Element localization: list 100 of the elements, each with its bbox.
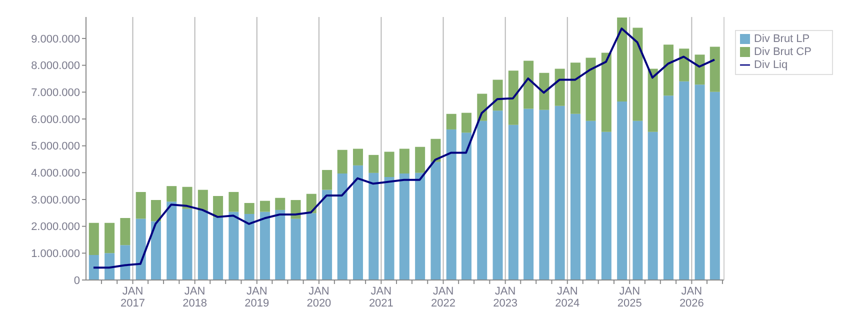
bar	[679, 81, 690, 280]
bar	[399, 173, 410, 280]
bar	[213, 196, 224, 218]
bar	[554, 68, 565, 106]
bar	[694, 54, 705, 85]
bar	[524, 60, 534, 109]
bar	[492, 110, 503, 280]
bar	[477, 120, 488, 280]
x-tick-label: JAN 2022	[431, 285, 456, 310]
bar	[150, 200, 161, 222]
legend-label: Div Brut LP	[754, 33, 810, 45]
bar	[663, 96, 674, 280]
y-tick-label: 9.000.000	[31, 33, 80, 46]
bar	[120, 245, 130, 280]
y-tick-label: 1.000.000	[31, 248, 80, 260]
bar	[104, 253, 115, 280]
bar	[88, 255, 99, 280]
bar	[710, 92, 720, 280]
bar	[275, 210, 286, 280]
bar	[213, 217, 224, 280]
bar	[601, 132, 612, 280]
bar	[430, 138, 441, 162]
line-series	[92, 28, 716, 269]
bar	[228, 192, 239, 212]
bar	[337, 150, 348, 174]
bar	[710, 46, 720, 92]
bar	[492, 80, 503, 111]
x-tick-label: JAN 2023	[493, 285, 518, 310]
y-tick-label: 4.000.000	[31, 168, 80, 180]
x-tick-label: JAN 2026	[679, 285, 704, 310]
bar	[648, 132, 658, 280]
bar	[198, 190, 208, 210]
bar	[648, 68, 658, 132]
bar	[104, 222, 115, 254]
bar	[166, 202, 177, 280]
y-tick-label: 5.000.000	[31, 140, 80, 153]
bar	[384, 176, 394, 280]
bar	[352, 165, 363, 280]
bar	[679, 48, 690, 82]
x-tick-label: JAN 2020	[306, 285, 332, 310]
bar	[260, 200, 270, 212]
x-tick-label: JAN 2021	[368, 285, 394, 310]
legend-label: Div Brut CP	[754, 46, 812, 58]
bar	[322, 170, 332, 190]
bar	[446, 129, 456, 280]
bar	[120, 218, 130, 246]
bar	[415, 172, 426, 280]
bar	[306, 213, 316, 280]
legend-label: Div Liq	[754, 59, 788, 71]
bar	[384, 152, 394, 177]
bar	[198, 210, 208, 280]
bar	[508, 124, 518, 280]
bar	[399, 148, 410, 174]
bar	[352, 148, 363, 166]
x-tick-label: JAN 2025	[617, 285, 642, 310]
x-tick-label: JAN 2017	[120, 285, 146, 310]
bar	[136, 192, 146, 219]
bar	[570, 62, 580, 114]
bar	[554, 106, 565, 280]
x-tick-label: JAN 2019	[244, 285, 270, 310]
bar	[166, 186, 177, 202]
bar	[290, 218, 301, 280]
bar	[632, 28, 643, 121]
bar	[617, 18, 628, 102]
bar	[415, 146, 426, 173]
bar	[150, 221, 161, 280]
y-tick-label: 7.000.000	[31, 87, 80, 100]
bar	[244, 214, 254, 280]
bar	[617, 102, 628, 280]
bar	[136, 218, 146, 280]
bar	[368, 154, 379, 173]
bar	[663, 44, 674, 96]
bar	[508, 70, 518, 125]
bar	[694, 84, 705, 280]
bar	[337, 173, 348, 280]
bar	[461, 132, 472, 280]
bar	[632, 120, 643, 280]
bar	[539, 110, 550, 280]
bar	[461, 112, 472, 133]
bar	[228, 212, 239, 280]
y-tick-label: 8.000.000	[31, 60, 80, 72]
bar	[182, 186, 192, 209]
x-tick-label: JAN 2024	[555, 285, 580, 310]
y-tick-label: 0	[74, 274, 80, 287]
bar	[260, 212, 270, 280]
bar	[539, 72, 550, 110]
y-tick-label: 2.000.000	[31, 221, 80, 234]
bar	[586, 120, 596, 280]
bar	[322, 190, 332, 280]
bar	[524, 108, 534, 280]
bar	[182, 208, 192, 280]
bar	[601, 52, 612, 132]
x-tick-label: JAN 2018	[182, 285, 208, 310]
bar	[446, 114, 456, 130]
y-tick-label: 3.000.000	[31, 194, 80, 206]
bar	[275, 198, 286, 210]
bar	[586, 58, 596, 121]
bar	[368, 172, 379, 280]
bar	[88, 222, 99, 256]
bar	[570, 114, 580, 280]
